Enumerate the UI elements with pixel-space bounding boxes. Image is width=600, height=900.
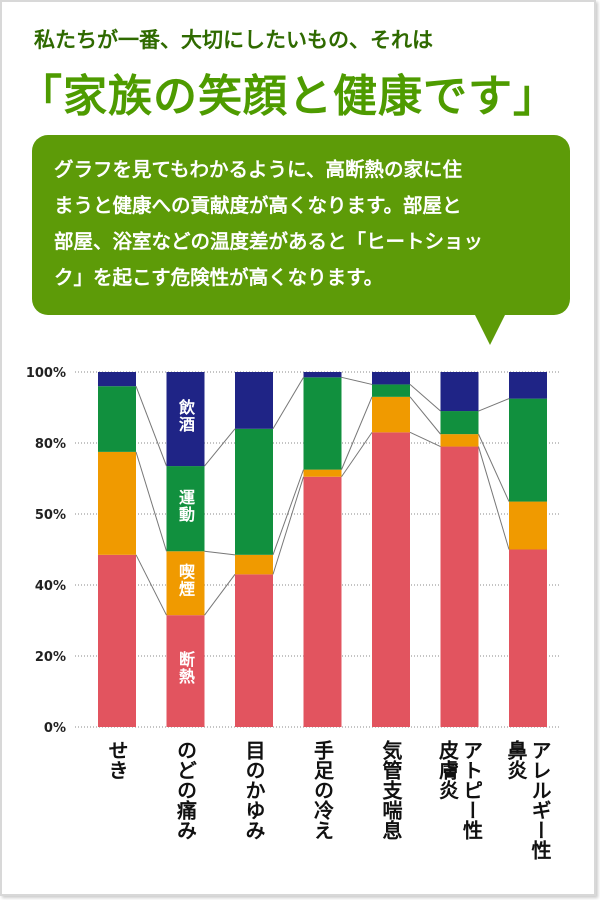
bar-segment (98, 372, 136, 387)
connector-line (135, 451, 167, 552)
speech-bubble (32, 135, 570, 315)
connector-line (272, 377, 304, 430)
bar-segment (303, 469, 342, 477)
connector-line (135, 554, 167, 616)
bar-segment (372, 372, 410, 385)
segment-label: 運動 (176, 489, 195, 523)
connector-line (204, 574, 236, 616)
segment-label: 断熱 (176, 650, 195, 685)
segment-label: 喫煙 (176, 563, 195, 597)
bar-segment (440, 434, 479, 447)
bar-segment (372, 432, 410, 727)
headline: 「家族の笑顔と健康です」 (18, 71, 558, 122)
connector-line (478, 446, 510, 550)
connector-line (204, 428, 236, 467)
x-tick-label: のどの痛み (173, 740, 198, 840)
bar-segment (166, 551, 205, 616)
y-tick-label: 0% (44, 721, 66, 736)
bar-segment (98, 451, 136, 555)
bar-segment (235, 372, 273, 429)
bar-segment (98, 554, 136, 727)
y-tick-label: 80% (35, 437, 66, 452)
bubble-line: 部屋、浴室などの温度差があると「ヒートショッ (54, 230, 484, 253)
bar-segment (303, 377, 342, 470)
bar-segment (509, 549, 547, 727)
bar-segment (509, 501, 547, 550)
bar-segment (440, 446, 479, 727)
bar-segment (509, 398, 547, 502)
y-tick-label: 100% (26, 366, 66, 381)
bar-segment (372, 396, 410, 433)
x-tick-label: アレルギー性鼻炎 (504, 740, 552, 860)
x-tick-label: 目のかゆみ (242, 740, 266, 840)
bubble-tail (470, 305, 510, 345)
bubble-line: ク」を起こす危険性が高くなります。 (54, 266, 384, 289)
bar-segment (235, 574, 273, 727)
bar-segment (235, 428, 273, 555)
bar-segment (98, 386, 136, 452)
connector-line (341, 432, 373, 478)
connector-line (272, 469, 304, 555)
bar-segment (509, 372, 547, 399)
bar-segment (372, 384, 410, 397)
x-tick-label: 気管支喘息 (379, 740, 403, 840)
connector-line (409, 384, 441, 412)
y-tick-label: 40% (35, 579, 66, 594)
bar-segment (166, 372, 205, 467)
bubble-line: まうと健康への貢献度が高くなります。部屋と (54, 194, 462, 217)
y-tick-label: 20% (35, 650, 66, 665)
x-tick-label: 手足の冷え (310, 740, 335, 840)
y-tick-label: 50% (35, 508, 66, 523)
bubble-line: グラフを見てもわかるように、高断熱の家に住 (54, 158, 462, 181)
connector-line (135, 386, 167, 467)
connector-line (478, 398, 510, 412)
connector-line (341, 396, 373, 470)
x-tick-label: アトピー性皮膚炎 (435, 740, 484, 840)
bar-segment (303, 476, 342, 727)
connector-line (341, 376, 373, 385)
bar-segment (166, 615, 205, 727)
bar-segment (303, 372, 342, 378)
x-tick-label: せき (105, 740, 129, 780)
bar-segment (235, 554, 273, 575)
lead-text: 私たちが一番、大切にしたいもの、それは (34, 28, 433, 52)
bar-segment (440, 411, 479, 435)
segment-label: 飲酒 (176, 398, 196, 433)
connector-line (478, 433, 510, 502)
connector-line (409, 431, 441, 448)
connector-line (272, 476, 304, 575)
connector-line (409, 396, 441, 435)
bar-segment (440, 372, 479, 412)
bar-segment (166, 466, 205, 552)
connector-line (204, 550, 236, 556)
bubble-text: グラフを見てもわかるように、高断熱の家に住 まうと健康への貢献度が高くなります。部… (54, 152, 483, 296)
